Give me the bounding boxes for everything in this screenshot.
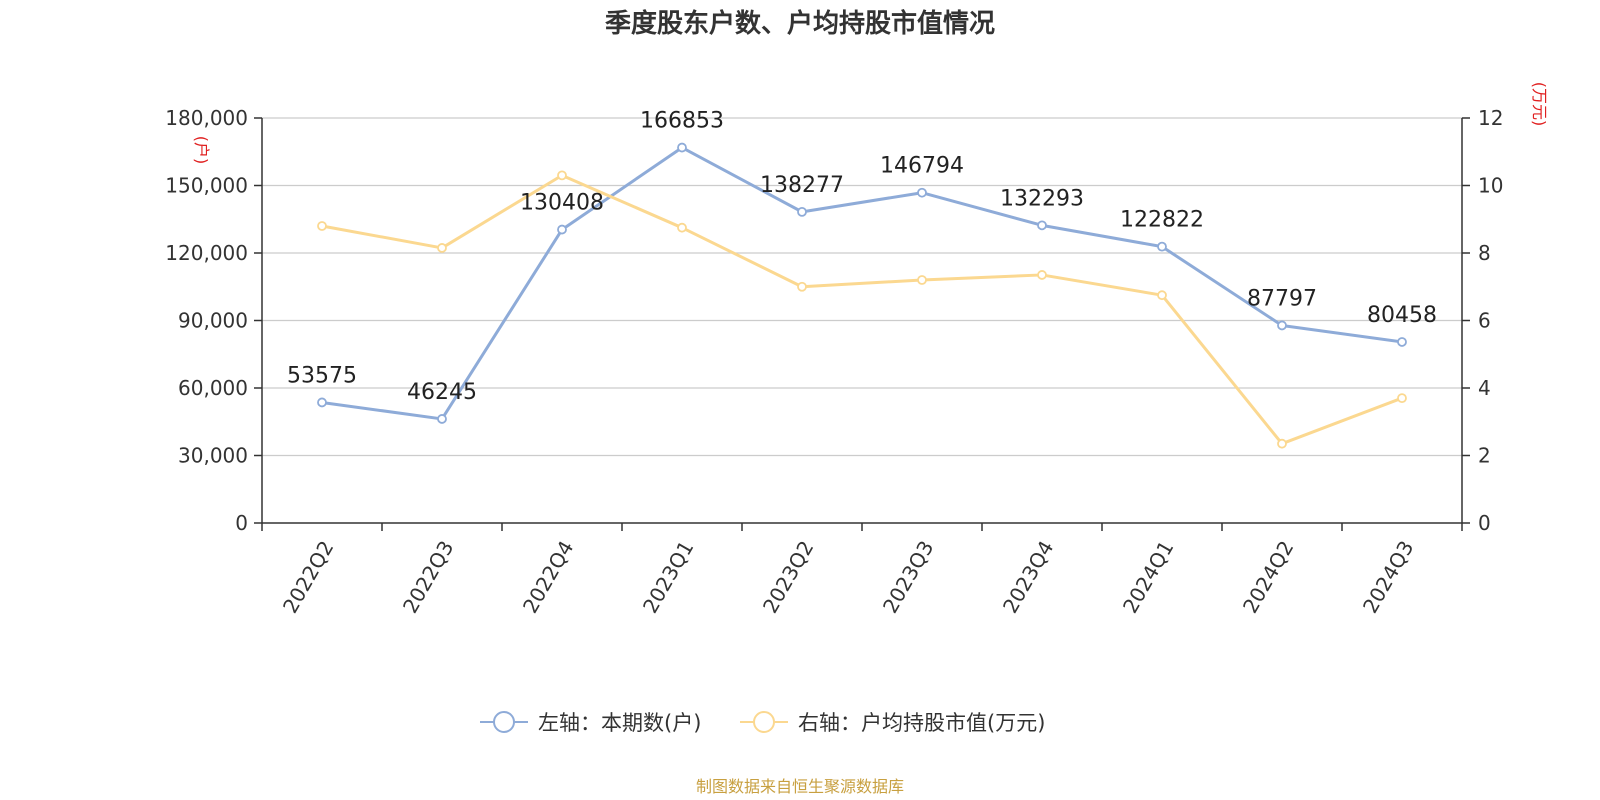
left-axis-tick-label: 120,000 bbox=[165, 241, 248, 265]
legend-item-1[interactable]: 左轴：本期数(户) bbox=[480, 711, 701, 735]
data-label: 53575 bbox=[287, 363, 357, 388]
series-2-point bbox=[1277, 438, 1287, 449]
x-axis-tick-label: 2023Q2 bbox=[758, 537, 818, 618]
x-axis-tick-label: 2024Q1 bbox=[1118, 537, 1178, 618]
legend-label: 左轴：本期数(户) bbox=[538, 711, 701, 735]
x-axis-tick-label: 2024Q2 bbox=[1238, 537, 1298, 618]
chart-title: 季度股东户数、户均持股市值情况 bbox=[605, 8, 995, 39]
legend-label: 右轴：户均持股市值(万元) bbox=[798, 711, 1045, 735]
data-label: 122822 bbox=[1120, 208, 1204, 233]
series-2-point bbox=[797, 281, 807, 292]
series-2-point bbox=[557, 170, 567, 181]
series-lines bbox=[317, 142, 1407, 449]
source-note: 制图数据来自恒生聚源数据库 bbox=[696, 777, 904, 796]
series-2-point bbox=[1397, 393, 1407, 404]
right-axis-tick-label: 10 bbox=[1478, 174, 1503, 198]
right-axis-tick-label: 12 bbox=[1478, 106, 1503, 130]
series-2-point bbox=[1157, 290, 1167, 301]
x-axis-tick-label: 2022Q2 bbox=[278, 537, 338, 618]
right-axis-tick-label: 4 bbox=[1478, 376, 1491, 400]
right-axis-tick-label: 6 bbox=[1478, 309, 1491, 333]
series-1-point bbox=[1037, 220, 1047, 231]
legend-swatch-marker bbox=[493, 711, 515, 733]
data-label: 132293 bbox=[1000, 186, 1084, 211]
x-axis-tick-label: 2023Q3 bbox=[878, 537, 938, 618]
data-label: 138277 bbox=[760, 173, 844, 198]
right-axis-tick-label: 2 bbox=[1478, 444, 1491, 468]
series-1-point bbox=[797, 206, 807, 217]
data-label: 146794 bbox=[880, 154, 964, 179]
left-axis-tick-label: 150,000 bbox=[165, 174, 248, 198]
right-axis-tick-label: 8 bbox=[1478, 241, 1491, 265]
data-label: 80458 bbox=[1367, 303, 1437, 328]
x-axis-tick-label: 2022Q4 bbox=[518, 537, 578, 618]
series-1-point bbox=[677, 142, 687, 153]
right-axis-tick-label: 0 bbox=[1478, 511, 1491, 535]
data-label: 166853 bbox=[640, 109, 724, 134]
series-1-point bbox=[917, 187, 927, 198]
left-axis-tick-label: 60,000 bbox=[178, 376, 248, 400]
series-2-point bbox=[317, 221, 327, 231]
left-axis-tick-label: 0 bbox=[235, 511, 248, 535]
left-axis-tick-label: 90,000 bbox=[178, 309, 248, 333]
series-line-2 bbox=[321, 173, 1403, 446]
data-label: 46245 bbox=[407, 380, 477, 405]
series-1-point bbox=[1277, 320, 1287, 331]
series-2-point bbox=[437, 243, 447, 253]
data-label: 87797 bbox=[1247, 286, 1317, 311]
series-2-point bbox=[1037, 270, 1047, 280]
series-2-point bbox=[677, 222, 687, 233]
data-label: 130408 bbox=[520, 191, 604, 216]
left-axis-unit: (户) bbox=[192, 136, 211, 165]
x-axis-tick-label: 2024Q3 bbox=[1358, 537, 1418, 618]
left-axis-tick-label: 30,000 bbox=[178, 444, 248, 468]
series-1-point bbox=[1397, 337, 1407, 347]
series-1-point bbox=[1157, 241, 1167, 252]
legend[interactable]: 左轴：本期数(户) 右轴：户均持股市值(万元) bbox=[480, 711, 1045, 735]
data-labels: 53575 46245 130408 166853 138277 146794 132293… bbox=[287, 109, 1437, 405]
series-1-point bbox=[557, 224, 567, 235]
left-axis-tick-label: 180,000 bbox=[165, 106, 248, 130]
series-line-1 bbox=[321, 146, 1403, 421]
legend-item-2[interactable]: 右轴：户均持股市值(万元) bbox=[740, 711, 1045, 735]
series-2-point bbox=[917, 275, 927, 285]
x-axis-tick-label: 2023Q1 bbox=[638, 537, 698, 618]
legend-swatch-marker bbox=[753, 711, 775, 733]
right-axis-unit: (万元) bbox=[1530, 82, 1549, 127]
series-1-point bbox=[437, 414, 447, 424]
series-1-point bbox=[317, 397, 327, 408]
x-axis-tick-label: 2023Q4 bbox=[998, 537, 1058, 618]
x-axis-tick-label: 2022Q3 bbox=[398, 537, 458, 618]
